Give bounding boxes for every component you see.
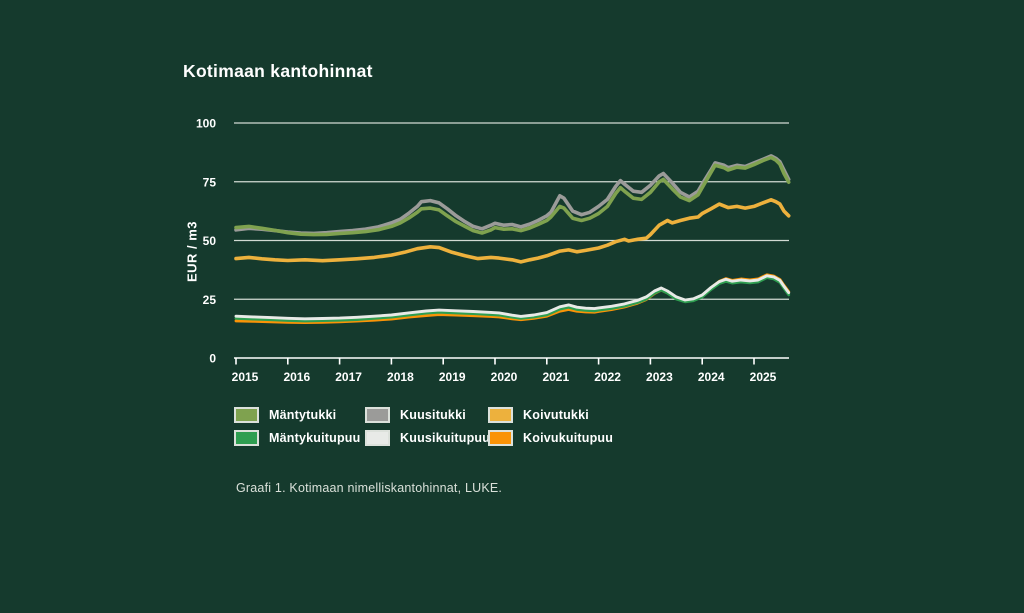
legend-swatch [365,430,390,446]
x-tick-label-2024: 2024 [698,370,725,384]
legend-swatch [234,430,259,446]
chart-caption: Graafi 1. Kotimaan nimelliskantohinnat, … [236,481,503,495]
x-tick-label-2018: 2018 [387,370,414,384]
series-Koivutukki [234,198,791,264]
legend-swatch [365,407,390,423]
x-tick-label-2025: 2025 [750,370,777,384]
y-tick-100: 100 [196,117,216,131]
x-tick-label-2021: 2021 [542,370,569,384]
y-tick-0: 0 [209,352,216,366]
x-tick-label-2016: 2016 [283,370,310,384]
legend-swatch [488,407,513,423]
y-tick-75: 75 [203,175,217,189]
legend-label: Koivutukki [523,408,589,422]
legend-label: Mäntytukki [269,408,337,422]
legend-item-Koivutukki: Koivutukki [488,407,613,423]
legend-item-Mäntytukki: Mäntytukki [234,407,365,423]
legend-item-Kuusikuitupuu: Kuusikuitupuu [365,430,491,446]
y-tick-50: 50 [203,234,217,248]
legend-label: Mäntykuitupuu [269,431,361,445]
x-tick-label-2020: 2020 [491,370,518,384]
legend-swatch [234,407,259,423]
chart-legend: Mäntytukki Kuusitukki Koivutukki Mäntykuitu… [234,407,613,446]
page-title: Kotimaan kantohinnat [183,61,373,81]
legend-item-Koivukuitupuu: Koivukuitupuu [488,430,613,446]
x-tick-label-2022: 2022 [594,370,621,384]
x-tick-label-2019: 2019 [439,370,466,384]
legend-swatch [488,430,513,446]
y-tick-25: 25 [203,293,217,307]
series-Mäntytukki [234,155,791,237]
legend-label: Kuusitukki [400,408,466,422]
x-tick-label-2023: 2023 [646,370,673,384]
legend-label: Kuusikuitupuu [400,431,491,445]
legend-item-Mäntykuitupuu: Mäntykuitupuu [234,430,365,446]
series-Kuusitukki [234,154,791,236]
legend-label: Koivukuitupuu [523,431,614,445]
series-Mäntykuitupuu [234,276,791,323]
x-tick-label-2017: 2017 [335,370,362,384]
legend-item-Kuusitukki: Kuusitukki [365,407,488,423]
series-Kuusikuitupuu [234,274,791,321]
x-tick-label-2015: 2015 [232,370,259,384]
